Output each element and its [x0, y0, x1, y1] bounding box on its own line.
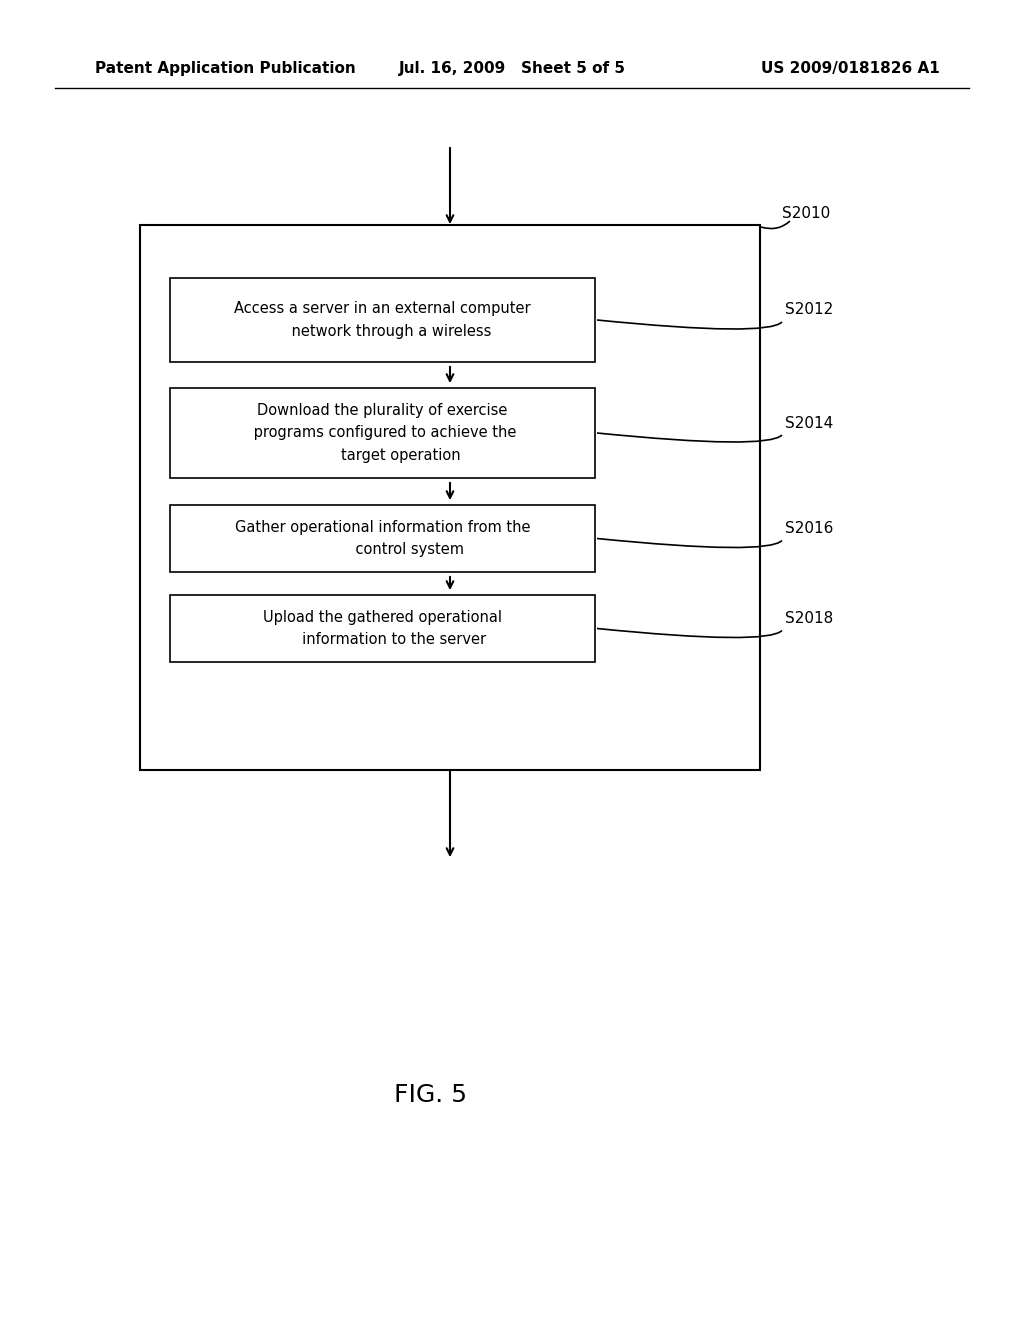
Text: US 2009/0181826 A1: US 2009/0181826 A1 — [761, 61, 940, 75]
Text: S2018: S2018 — [785, 611, 834, 626]
Bar — [170, 506, 595, 572]
Text: Jul. 16, 2009   Sheet 5 of 5: Jul. 16, 2009 Sheet 5 of 5 — [398, 61, 626, 75]
Bar — [140, 224, 760, 770]
Bar — [170, 279, 595, 362]
Text: Patent Application Publication: Patent Application Publication — [95, 61, 355, 75]
Text: S2010: S2010 — [782, 206, 830, 220]
Text: Access a server in an external computer
    network through a wireless: Access a server in an external computer … — [234, 301, 530, 339]
Text: S2014: S2014 — [785, 416, 834, 430]
Bar — [170, 595, 595, 663]
Text: Download the plurality of exercise
 programs configured to achieve the
        t: Download the plurality of exercise progr… — [249, 404, 516, 463]
Text: S2012: S2012 — [785, 302, 834, 318]
Text: Gather operational information from the
            control system: Gather operational information from the … — [234, 520, 530, 557]
Text: S2016: S2016 — [785, 521, 834, 536]
Text: Upload the gathered operational
     information to the server: Upload the gathered operational informat… — [263, 610, 502, 647]
Text: FIG. 5: FIG. 5 — [393, 1082, 467, 1107]
Bar — [170, 388, 595, 478]
